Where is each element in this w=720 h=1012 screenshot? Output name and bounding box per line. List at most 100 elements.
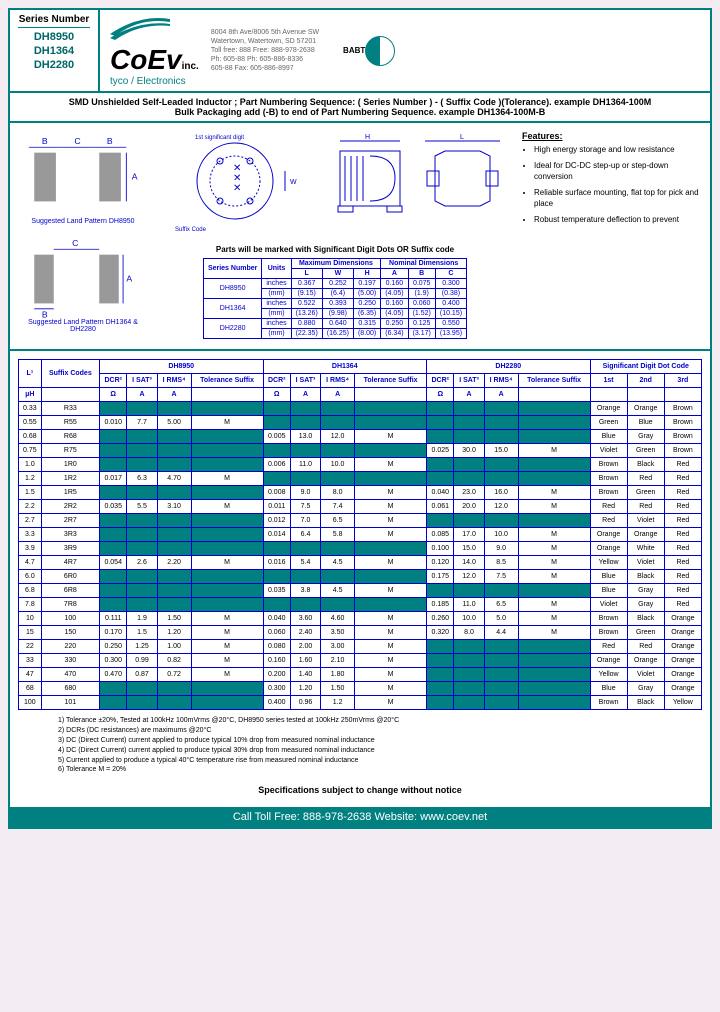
main-data-table: L¹ Suffix Codes DH8950 DH1364 DH2280 Sig…: [18, 359, 702, 710]
footnote: 1) Tolerance ±20%, Tested at 100kHz 100m…: [58, 716, 662, 726]
mth-g2: DH2280: [427, 360, 591, 374]
mth-ohm3: Ω: [427, 388, 454, 402]
svg-text:W: W: [290, 179, 297, 186]
svg-text:B: B: [42, 309, 48, 319]
logo-text: CoEv: [110, 44, 182, 75]
series-box: Series Number DH8950 DH1364 DH2280: [10, 10, 100, 91]
mth-dcr3: DCR²: [427, 374, 454, 388]
dim-th-units: Units: [262, 259, 291, 279]
dim-th-w: W: [322, 269, 353, 279]
component-svg: ✕ ✕ ✕ Suffix Code 1st significant digit …: [165, 131, 505, 241]
dim-th-l: L: [291, 269, 322, 279]
title-l2: Bulk Packaging add (-B) to end of Part N…: [14, 107, 706, 117]
dim-th-b: B: [408, 269, 435, 279]
logo-area: CoEvinc. tyco / Electronics 8004 8th Ave…: [100, 10, 710, 91]
addr-l2: Watertown, Watertown, SD 57201: [211, 37, 319, 46]
addr-l4: Ph: 605-88 Ph: 605-886-8336: [211, 55, 319, 64]
series-num-1: DH1364: [18, 44, 90, 58]
mth-irms3: I RMS⁴: [484, 374, 518, 388]
component-diagrams: ✕ ✕ ✕ Suffix Code 1st significant digit …: [156, 131, 514, 341]
features-list: High energy storage and low resistance Id…: [522, 145, 702, 225]
mth-a6: A: [484, 388, 518, 402]
svg-text:B: B: [42, 136, 48, 146]
feature-item: High energy storage and low resistance: [534, 145, 702, 155]
svg-text:L: L: [460, 134, 464, 141]
dim-th-nom: Nominal Dimensions: [381, 259, 467, 269]
mth-irms2: I RMS⁴: [321, 374, 355, 388]
dim-th-series: Series Number: [203, 259, 261, 279]
logo-sub: tyco / Electronics: [110, 76, 199, 87]
pad-diagram-1: B C B A Suggested Land Pattern DH8950: [18, 131, 148, 225]
svg-text:1st significant digit: 1st significant digit: [195, 135, 244, 141]
mth-g0: DH8950: [99, 360, 263, 374]
footnote: 2) DCRs (DC resistances) are maximums @2…: [58, 726, 662, 736]
mth-a2: A: [157, 388, 191, 402]
feature-item: Robust temperature deflection to prevent: [534, 215, 702, 225]
series-num-2: DH2280: [18, 58, 90, 72]
mth-sc: Suffix Codes: [41, 360, 99, 388]
footnote: 6) Tolerance M = 20%: [58, 765, 662, 775]
pad-svg-2: C A B: [18, 233, 148, 320]
mth-g3: Significant Digit Dot Code: [590, 360, 701, 374]
feature-item: Ideal for DC-DC step-up or step-down con…: [534, 161, 702, 182]
diagrams-section: B C B A Suggested Land Pattern DH8950 C: [10, 123, 710, 351]
dim-th-c: C: [435, 269, 466, 279]
title-bar: SMD Unshielded Self-Leaded Inductor ; Pa…: [10, 93, 710, 123]
dim-th-h: H: [353, 269, 380, 279]
mth-ohm1: Ω: [99, 388, 126, 402]
land-patterns: B C B A Suggested Land Pattern DH8950 C: [18, 131, 148, 341]
svg-text:B: B: [107, 136, 113, 146]
mth-g1: DH1364: [263, 360, 427, 374]
main-table-section: L¹ Suffix Codes DH8950 DH1364 DH2280 Sig…: [10, 351, 710, 807]
dim-th-max: Maximum Dimensions: [291, 259, 381, 269]
mth-irms1: I RMS⁴: [157, 374, 191, 388]
title-l1: SMD Unshielded Self-Leaded Inductor ; Pa…: [14, 97, 706, 107]
mth-a5: A: [454, 388, 484, 402]
dim-th-a: A: [381, 269, 408, 279]
pad-label-2: Suggested Land Pattern DH1364 & DH2280: [18, 319, 148, 333]
dimension-table-wrap: Series Number Units Maximum Dimensions N…: [156, 258, 514, 339]
mth-a4: A: [321, 388, 355, 402]
footnotes: 1) Tolerance ±20%, Tested at 100kHz 100m…: [18, 710, 702, 781]
feature-item: Reliable surface mounting, flat top for …: [534, 188, 702, 209]
mth-c3: 3rd: [664, 374, 701, 388]
footnote: 5) Current applied to produce a typical …: [58, 756, 662, 766]
address: 8004 8th Ave/8006 5th Avenue SW Watertow…: [211, 28, 319, 73]
mth-ohm2: Ω: [263, 388, 290, 402]
svg-text:A: A: [126, 273, 132, 283]
mth-a1: A: [127, 388, 157, 402]
svg-text:Suffix Code: Suffix Code: [175, 227, 207, 233]
pad-diagram-2: C A B Suggested Land Pattern DH1364 & DH…: [18, 233, 148, 334]
mth-uh: µH: [19, 388, 42, 402]
mth-c2: 2nd: [627, 374, 664, 388]
mth-tol2: Tolerance Suffix: [355, 374, 427, 388]
series-num-0: DH8950: [18, 30, 90, 44]
svg-text:A: A: [132, 172, 138, 182]
pad-label-1: Suggested Land Pattern DH8950: [18, 218, 148, 225]
babt-circle-icon: [365, 36, 395, 66]
svg-text:C: C: [74, 136, 80, 146]
mth-isat2: I SAT³: [290, 374, 320, 388]
series-title: Series Number: [18, 14, 90, 28]
svg-text:H: H: [365, 134, 370, 141]
addr-l3: Toll free: 888 Free: 888-978-2638: [211, 46, 319, 55]
coev-logo: CoEvinc. tyco / Electronics: [110, 14, 199, 87]
mth-tol1: Tolerance Suffix: [191, 374, 263, 388]
header: Series Number DH8950 DH1364 DH2280 CoEvi…: [10, 10, 710, 93]
addr-l5: 605-88 Fax: 605-886-8997: [211, 64, 319, 73]
dimension-table: Series Number Units Maximum Dimensions N…: [203, 258, 467, 339]
mth-isat3: I SAT³: [454, 374, 484, 388]
mth-c1: 1st: [590, 374, 627, 388]
svg-text:C: C: [72, 238, 78, 248]
footnote: 3) DC (Direct Current) current applied t…: [58, 736, 662, 746]
spec-note: Specifications subject to change without…: [18, 781, 702, 799]
babt-text: BABT: [343, 46, 365, 55]
footer-bar: Call Toll Free: 888-978-2638 Website: ww…: [10, 807, 710, 827]
diagram-note: Parts will be marked with Significant Di…: [156, 245, 514, 254]
mth-a3: A: [290, 388, 320, 402]
mth-isat1: I SAT³: [127, 374, 157, 388]
logo-swoosh-icon: [110, 14, 170, 44]
footnote: 4) DC (Direct Current) current applied t…: [58, 746, 662, 756]
addr-l1: 8004 8th Ave/8006 5th Avenue SW: [211, 28, 319, 37]
features-title: Features:: [522, 131, 702, 141]
